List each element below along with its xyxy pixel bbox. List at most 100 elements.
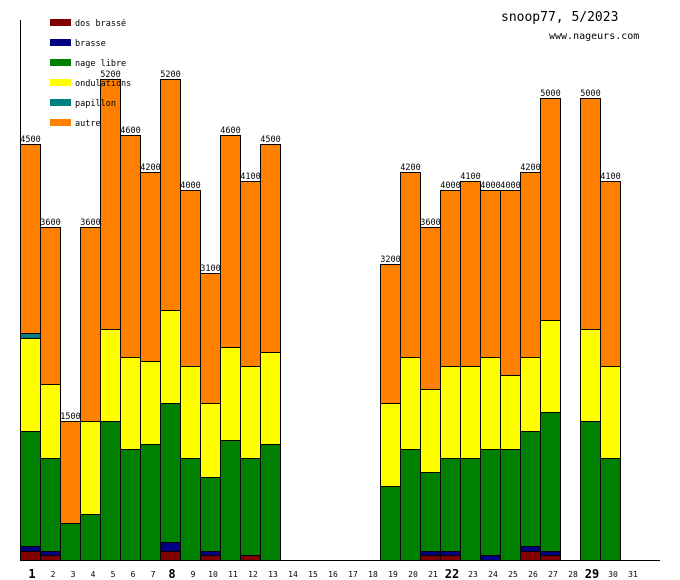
- bar-segment-autre-day-20: [400, 172, 421, 358]
- x-tick-label-6: 6: [131, 570, 136, 579]
- bar-segment-nage-libre-day-13: [260, 444, 281, 561]
- bar-segment-dos-brassé-day-21: [420, 555, 441, 561]
- bar-segment-autre-day-19: [380, 264, 401, 404]
- total-label-day-24: 4000: [480, 181, 500, 191]
- total-label-day-5: 5200: [100, 70, 120, 80]
- total-label-day-7: 4200: [140, 163, 160, 173]
- legend-swatch-ondulations: [50, 79, 71, 86]
- x-tick-label-29: 29: [585, 567, 599, 580]
- bar-segment-nage-libre-day-24: [480, 449, 501, 556]
- bar-segment-ondulations-day-22: [440, 366, 461, 459]
- bar-segment-dos-brassé-day-1: [20, 551, 41, 561]
- x-tick-label-14: 14: [288, 570, 298, 579]
- bar-segment-ondulations-day-1: [20, 338, 41, 432]
- x-tick-label-4: 4: [91, 570, 96, 579]
- bar-segment-brasse-day-10: [200, 551, 221, 556]
- bar-segment-brasse-day-2: [40, 551, 61, 556]
- bar-segment-nage-libre-day-27: [540, 412, 561, 552]
- bar-segment-nage-libre-day-2: [40, 458, 61, 552]
- x-tick-label-13: 13: [268, 570, 278, 579]
- legend-label-nage-libre: nage libre: [75, 59, 126, 69]
- bar-segment-autre-day-1: [20, 144, 41, 334]
- legend-label-papillon: papillon: [75, 99, 116, 109]
- bar-segment-autre-day-2: [40, 227, 61, 385]
- bar-segment-ondulations-day-19: [380, 403, 401, 487]
- bar-segment-ondulations-day-25: [500, 375, 521, 450]
- x-tick-label-27: 27: [548, 570, 558, 579]
- x-tick-label-25: 25: [508, 570, 518, 579]
- x-tick-label-15: 15: [308, 570, 318, 579]
- bar-segment-dos-brassé-day-27: [540, 555, 561, 561]
- bar-segment-ondulations-day-6: [120, 357, 141, 450]
- total-label-day-20: 4200: [400, 163, 420, 173]
- bar-segment-autre-day-27: [540, 98, 561, 321]
- x-tick-label-5: 5: [111, 570, 116, 579]
- bar-segment-ondulations-day-24: [480, 357, 501, 450]
- bar-segment-nage-libre-day-20: [400, 449, 421, 561]
- bar-segment-nage-libre-day-7: [140, 444, 161, 561]
- bar-segment-nage-libre-day-21: [420, 472, 441, 552]
- bar-segment-autre-day-12: [240, 181, 261, 367]
- x-tick-label-8: 8: [168, 567, 175, 580]
- x-tick-label-1: 1: [28, 567, 35, 580]
- x-tick-label-19: 19: [388, 570, 398, 579]
- bar-segment-dos-brassé-day-22: [440, 555, 461, 561]
- bar-segment-nage-libre-day-19: [380, 486, 401, 561]
- total-label-day-4: 3600: [80, 218, 100, 228]
- total-label-day-2: 3600: [40, 218, 60, 228]
- bar-segment-nage-libre-day-9: [180, 458, 201, 561]
- bar-segment-ondulations-day-4: [80, 421, 101, 515]
- x-tick-label-3: 3: [71, 570, 76, 579]
- x-tick-label-22: 22: [445, 567, 459, 580]
- total-label-day-27: 5000: [540, 89, 560, 99]
- total-labels: 4500 3600 1500 3600 5200 4600 4200 5200 4000 3100…: [20, 70, 620, 422]
- bar-segment-nage-libre-day-12: [240, 458, 261, 556]
- bar-segment-autre-day-6: [120, 135, 141, 358]
- bar-segment-ondulations-day-26: [520, 357, 541, 432]
- total-label-day-13: 4500: [260, 135, 280, 145]
- x-tick-label-11: 11: [228, 570, 238, 579]
- bar-segment-autre-day-22: [440, 190, 461, 367]
- total-label-day-22: 4000: [440, 181, 460, 191]
- bar-segment-autre-day-30: [600, 181, 621, 367]
- bar-segment-brasse-day-1: [20, 546, 41, 552]
- bar-segment-brasse-day-26: [520, 546, 541, 552]
- bar-segment-nage-libre-day-5: [100, 421, 121, 561]
- legend-label-ondulations: ondulations: [75, 79, 131, 89]
- total-label-day-29: 5000: [580, 89, 600, 99]
- bar-segment-ondulations-day-20: [400, 357, 421, 450]
- bar-segment-autre-day-9: [180, 190, 201, 367]
- x-tick-label-16: 16: [328, 570, 338, 579]
- bar-segment-ondulations-day-27: [540, 320, 561, 413]
- x-tick-label-26: 26: [528, 570, 538, 579]
- bar-segment-ondulations-day-30: [600, 366, 621, 459]
- bar-segment-brasse-day-22: [440, 551, 461, 556]
- bar-segment-autre-day-24: [480, 190, 501, 358]
- bar-segment-autre-day-10: [200, 273, 221, 404]
- bar-segment-autre-day-4: [80, 227, 101, 422]
- bar-segment-brasse-day-21: [420, 551, 441, 556]
- x-tick-label-31: 31: [628, 570, 638, 579]
- x-tick-label-2: 2: [51, 570, 56, 579]
- bar-segment-autre-day-7: [140, 172, 161, 362]
- bar-segment-dos-brassé-day-10: [200, 555, 221, 561]
- total-label-day-21: 3600: [420, 218, 440, 228]
- total-label-day-25: 4000: [500, 181, 520, 191]
- bar-segment-dos-brassé-day-2: [40, 555, 61, 561]
- bar-segment-autre-day-11: [220, 135, 241, 348]
- bar-segment-nage-libre-day-1: [20, 431, 41, 547]
- total-label-day-12: 4100: [240, 172, 260, 182]
- x-tick-label-10: 10: [208, 570, 218, 579]
- bar-segment-ondulations-day-5: [100, 329, 121, 422]
- bar-segment-nage-libre-day-8: [160, 403, 181, 543]
- bar-segment-dos-brassé-day-26: [520, 551, 541, 561]
- bar-segment-nage-libre-day-4: [80, 514, 101, 561]
- bar-segment-nage-libre-day-11: [220, 440, 241, 561]
- bar-segment-brasse-day-8: [160, 542, 181, 552]
- bar-segment-nage-libre-day-26: [520, 431, 541, 547]
- legend-swatch-autre: [50, 119, 71, 126]
- bar-segment-autre-day-21: [420, 227, 441, 390]
- bar-segment-ondulations-day-10: [200, 403, 221, 478]
- x-tick-label-7: 7: [151, 570, 156, 579]
- bar-segment-autre-day-25: [500, 190, 521, 376]
